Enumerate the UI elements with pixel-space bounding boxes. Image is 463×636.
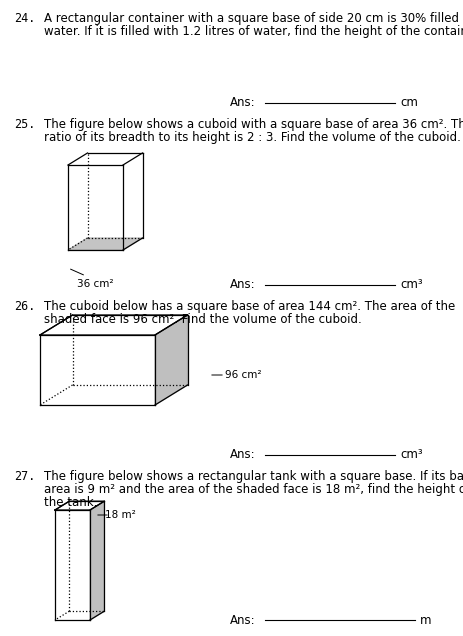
Text: Ans:: Ans:	[230, 614, 256, 626]
Text: 27.: 27.	[14, 470, 35, 483]
Text: the tank.: the tank.	[44, 496, 97, 509]
Text: 18 m²: 18 m²	[105, 510, 136, 520]
Text: Ans:: Ans:	[230, 279, 256, 291]
Text: 36 cm²: 36 cm²	[77, 279, 113, 289]
Text: The figure below shows a rectangular tank with a square base. If its base: The figure below shows a rectangular tan…	[44, 470, 463, 483]
Polygon shape	[68, 238, 143, 250]
Polygon shape	[90, 501, 104, 620]
Text: m: m	[420, 614, 432, 626]
Text: cm³: cm³	[400, 448, 423, 462]
Text: Ans:: Ans:	[230, 448, 256, 462]
Text: 96 cm²: 96 cm²	[225, 370, 262, 380]
Text: The cuboid below has a square base of area 144 cm². The area of the: The cuboid below has a square base of ar…	[44, 300, 455, 313]
Text: Ans:: Ans:	[230, 97, 256, 109]
Text: water. If it is filled with 1.2 litres of water, find the height of the containe: water. If it is filled with 1.2 litres o…	[44, 25, 463, 38]
Text: 26.: 26.	[14, 300, 35, 313]
Text: The figure below shows a cuboid with a square base of area 36 cm². The: The figure below shows a cuboid with a s…	[44, 118, 463, 131]
Text: 24.: 24.	[14, 12, 35, 25]
Text: cm: cm	[400, 97, 418, 109]
Text: shaded face is 96 cm². Find the volume of the cuboid.: shaded face is 96 cm². Find the volume o…	[44, 313, 362, 326]
Polygon shape	[155, 315, 188, 405]
Text: 25.: 25.	[14, 118, 35, 131]
Text: area is 9 m² and the area of the shaded face is 18 m², find the height of: area is 9 m² and the area of the shaded …	[44, 483, 463, 496]
Text: cm³: cm³	[400, 279, 423, 291]
Text: ratio of its breadth to its height is 2 : 3. Find the volume of the cuboid.: ratio of its breadth to its height is 2 …	[44, 131, 461, 144]
Text: A rectangular container with a square base of side 20 cm is 30% filled with: A rectangular container with a square ba…	[44, 12, 463, 25]
